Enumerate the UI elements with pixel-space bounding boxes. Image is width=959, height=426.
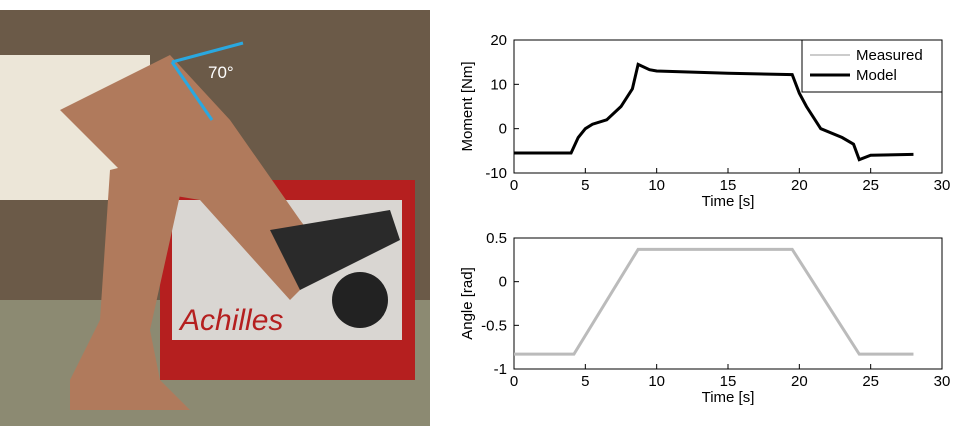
x-tick-label: 0 xyxy=(510,373,518,390)
x-axis-label: Time [s] xyxy=(702,193,755,210)
x-tick-label: 5 xyxy=(581,177,589,194)
y-tick-label: 20 xyxy=(490,32,507,49)
x-tick-label: 30 xyxy=(934,373,951,390)
y-tick-label: -1 xyxy=(494,361,507,378)
x-tick-label: 25 xyxy=(862,177,879,194)
x-tick-label: 15 xyxy=(720,373,737,390)
x-tick-label: 0 xyxy=(510,177,518,194)
x-tick-label: 5 xyxy=(581,373,589,390)
y-tick-label: 10 xyxy=(490,76,507,93)
y-tick-label: -0.5 xyxy=(481,317,507,334)
photo: 70° Achilles xyxy=(0,10,430,426)
angle-label: 70° xyxy=(208,63,234,82)
x-tick-label: 20 xyxy=(791,177,808,194)
x-tick-label: 10 xyxy=(648,177,665,194)
legend-label: Measured xyxy=(856,47,923,64)
y-axis-label: Angle [rad] xyxy=(459,267,476,340)
x-tick-label: 20 xyxy=(791,373,808,390)
y-tick-label: -10 xyxy=(485,165,507,182)
x-tick-label: 25 xyxy=(862,373,879,390)
y-tick-label: 0 xyxy=(499,121,507,138)
x-tick-label: 30 xyxy=(934,177,951,194)
y-tick-label: 0 xyxy=(499,274,507,291)
figure: 70° Achilles 051015202530-1001020Time [s… xyxy=(0,0,959,426)
brand-label: Achilles xyxy=(178,304,283,337)
y-tick-label: 0.5 xyxy=(486,230,507,247)
x-axis-label: Time [s] xyxy=(702,389,755,406)
x-tick-label: 15 xyxy=(720,177,737,194)
legend-label: Model xyxy=(856,67,897,84)
x-tick-label: 10 xyxy=(648,373,665,390)
y-axis-label: Moment [Nm] xyxy=(459,61,476,151)
